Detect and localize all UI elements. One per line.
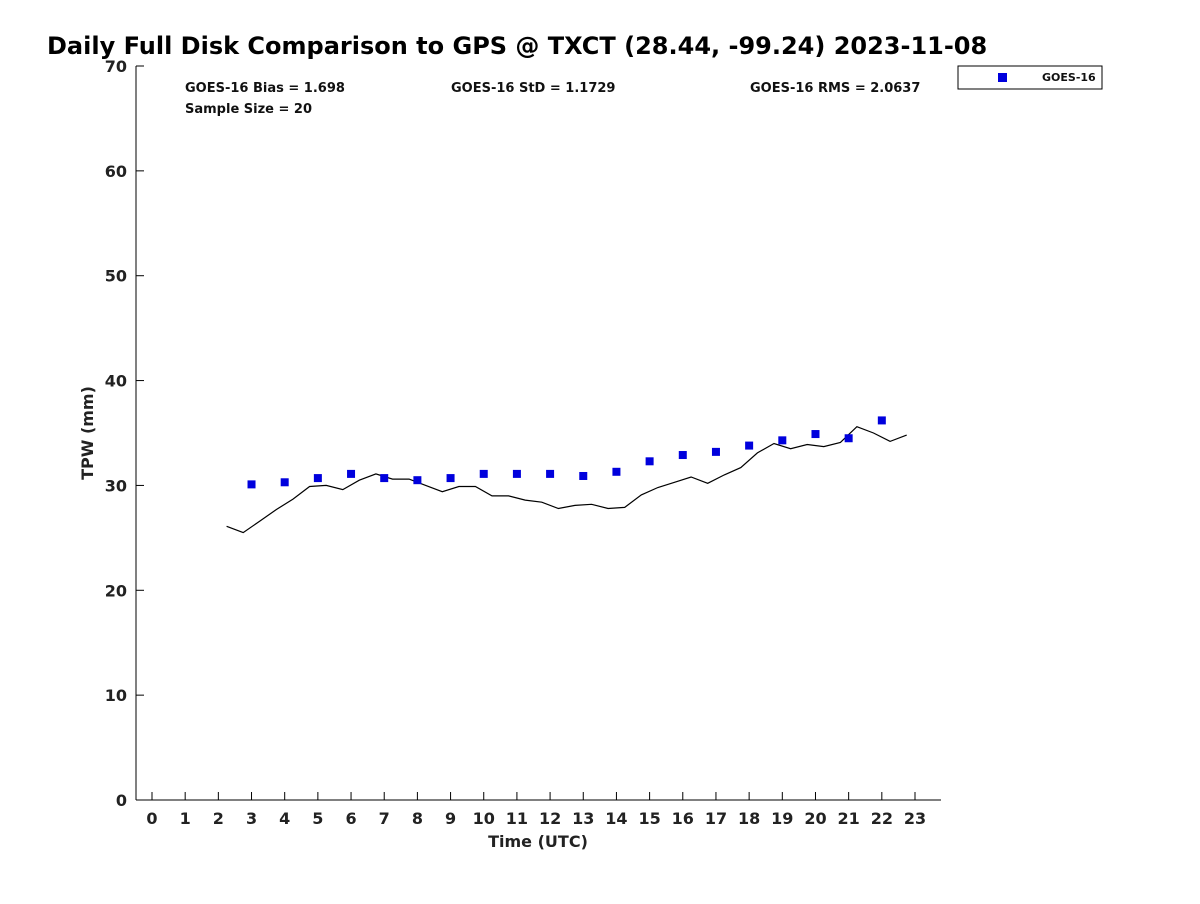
x-tick-label: 12 — [539, 809, 561, 828]
x-tick-label: 13 — [572, 809, 594, 828]
x-tick-label: 17 — [705, 809, 727, 828]
goes16-data-point — [546, 469, 555, 478]
legend-box — [957, 65, 1103, 90]
y-tick-label: 70 — [105, 57, 127, 76]
y-tick-label: 50 — [105, 267, 127, 286]
x-tick-label: 21 — [838, 809, 860, 828]
x-tick-label: 14 — [605, 809, 627, 828]
sample-size-stat: Sample Size = 20 — [185, 102, 312, 117]
goes16-data-point — [711, 447, 720, 456]
goes16-data-point — [844, 434, 853, 443]
x-tick-label: 6 — [345, 809, 356, 828]
y-tick-label: 20 — [105, 581, 127, 600]
goes16-data-point — [811, 430, 820, 439]
goes16-data-point — [479, 469, 488, 478]
x-tick-label: 7 — [379, 809, 390, 828]
x-axis-ticks: 0 1 2 3 4 5 6 7 8 9 10 11 12 13 14 15 16 17 18 19 20 21 22 23 — [146, 792, 926, 828]
y-tick-label: 60 — [105, 162, 127, 181]
goes16-data-point — [645, 457, 654, 466]
goes16-data-point — [247, 480, 256, 489]
goes16-marker-layer — [247, 416, 886, 489]
goes16-data-point — [380, 474, 389, 483]
legend-label-goes16: GOES-16 — [1042, 71, 1096, 84]
x-tick-label: 11 — [506, 809, 528, 828]
goes16-data-point — [280, 478, 289, 487]
x-tick-label: 22 — [871, 809, 893, 828]
x-tick-label: 2 — [213, 809, 224, 828]
x-tick-label: 16 — [672, 809, 694, 828]
x-tick-label: 0 — [146, 809, 157, 828]
x-tick-label: 1 — [180, 809, 191, 828]
x-tick-label: 10 — [473, 809, 495, 828]
reference-line-layer — [226, 426, 907, 534]
std-stat: GOES-16 StD = 1.1729 — [451, 81, 615, 96]
y-tick-label: 10 — [105, 686, 127, 705]
x-axis-label: Time (UTC) — [488, 832, 588, 851]
x-tick-label: 9 — [445, 809, 456, 828]
chart-title: Daily Full Disk Comparison to GPS @ TXCT… — [47, 32, 987, 60]
y-tick-label: 40 — [105, 372, 127, 391]
bias-stat: GOES-16 Bias = 1.698 — [185, 81, 345, 96]
reference-series-line — [226, 426, 907, 534]
goes16-data-point — [446, 474, 455, 483]
goes16-data-point — [512, 469, 521, 478]
axes — [135, 66, 941, 801]
x-tick-label: 3 — [246, 809, 257, 828]
x-tick-label: 5 — [312, 809, 323, 828]
x-tick-label: 18 — [738, 809, 760, 828]
y-axis-ticks: 0 10 20 30 40 50 60 70 — [105, 57, 144, 810]
x-tick-label: 20 — [804, 809, 826, 828]
y-tick-label: 0 — [116, 791, 127, 810]
goes16-data-point — [579, 471, 588, 480]
goes16-data-point — [347, 469, 356, 478]
x-tick-label: 4 — [279, 809, 290, 828]
goes16-data-point — [612, 467, 621, 476]
goes16-data-point — [778, 436, 787, 445]
legend: GOES-16 — [957, 65, 1103, 90]
rms-stat: GOES-16 RMS = 2.0637 — [750, 81, 920, 96]
goes16-data-point — [678, 451, 687, 460]
y-axis-label: TPW (mm) — [78, 386, 97, 480]
x-tick-label: 19 — [771, 809, 793, 828]
y-tick-label: 30 — [105, 476, 127, 495]
legend-marker — [998, 73, 1007, 82]
x-tick-label: 8 — [412, 809, 423, 828]
x-tick-label: 15 — [638, 809, 660, 828]
goes16-data-point — [313, 474, 322, 483]
goes16-data-point — [745, 441, 754, 450]
goes16-data-point — [413, 476, 422, 485]
goes16-data-point — [877, 416, 886, 425]
x-tick-label: 23 — [904, 809, 926, 828]
